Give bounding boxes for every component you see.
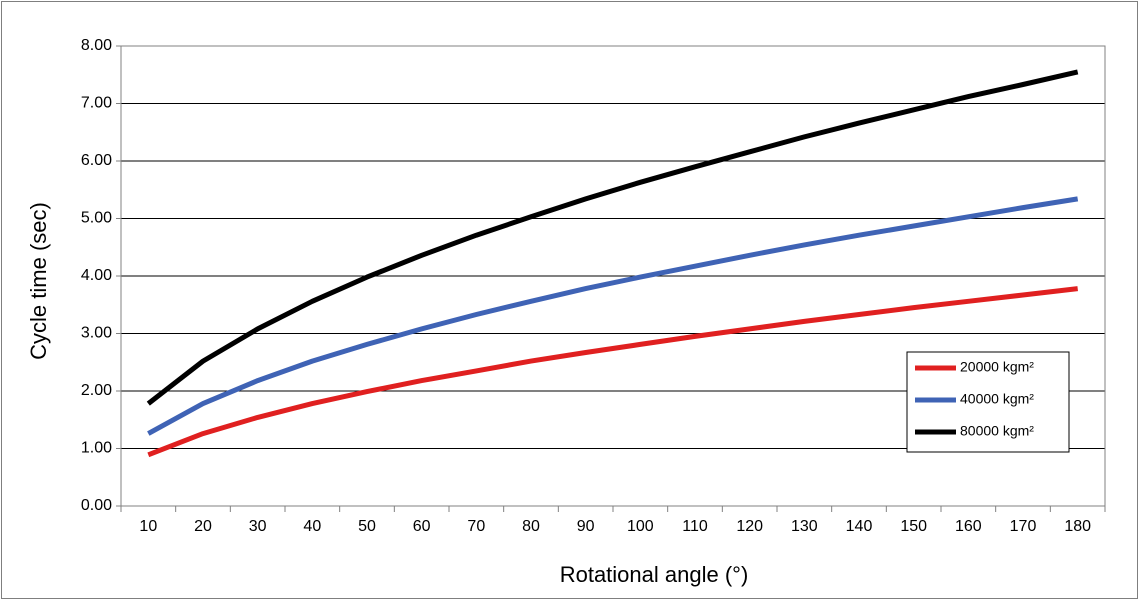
legend-label: 80000 kgm² bbox=[960, 423, 1034, 439]
y-tick-label: 0.00 bbox=[81, 497, 112, 514]
legend-label: 40000 kgm² bbox=[960, 391, 1034, 407]
x-tick-label: 110 bbox=[682, 518, 708, 535]
x-tick-label: 160 bbox=[955, 518, 982, 535]
x-axis-ticks: 10 20 30 40 50 60 70 80 90 100 110 120 130 140 150 160 1… bbox=[120, 506, 1106, 535]
y-tick-label: 2.00 bbox=[81, 382, 112, 399]
series-line-3 bbox=[146, 69, 1079, 406]
y-tick-label: 6.00 bbox=[81, 152, 112, 169]
x-tick-label: 100 bbox=[627, 518, 654, 535]
x-tick-label: 20 bbox=[194, 518, 212, 535]
y-tick-label: 7.00 bbox=[81, 95, 112, 112]
x-axis-title: Rotational angle (°) bbox=[560, 562, 749, 587]
legend: 20000 kgm² 40000 kgm² 80000 kgm² bbox=[906, 351, 1070, 453]
y-axis-title: Cycle time (sec) bbox=[26, 202, 51, 360]
x-tick-label: 170 bbox=[1010, 518, 1037, 535]
legend-label: 20000 kgm² bbox=[960, 359, 1034, 375]
x-tick-label: 30 bbox=[249, 518, 267, 535]
y-tick-label: 1.00 bbox=[81, 440, 112, 457]
series-line-1 bbox=[147, 286, 1078, 458]
y-tick-label: 5.00 bbox=[81, 210, 112, 227]
x-tick-label: 90 bbox=[577, 518, 595, 535]
x-tick-label: 150 bbox=[900, 518, 927, 535]
series-line-2 bbox=[147, 196, 1079, 436]
x-tick-label: 80 bbox=[522, 518, 540, 535]
y-tick-label: 8.00 bbox=[81, 37, 112, 54]
x-tick-label: 140 bbox=[846, 518, 873, 535]
x-tick-label: 10 bbox=[139, 518, 157, 535]
y-axis-ticks: 0.00 1.00 2.00 3.00 4.00 5.00 6.00 7.00 8.00 bbox=[81, 37, 121, 514]
x-tick-label: 40 bbox=[303, 518, 321, 535]
series-lines bbox=[146, 69, 1079, 458]
x-tick-label: 50 bbox=[358, 518, 376, 535]
x-tick-label: 60 bbox=[413, 518, 431, 535]
x-tick-label: 130 bbox=[791, 518, 818, 535]
x-tick-label: 180 bbox=[1064, 518, 1091, 535]
y-tick-label: 3.00 bbox=[81, 325, 112, 342]
y-tick-label: 4.00 bbox=[81, 267, 112, 284]
x-tick-label: 120 bbox=[736, 518, 763, 535]
x-tick-label: 70 bbox=[467, 518, 485, 535]
